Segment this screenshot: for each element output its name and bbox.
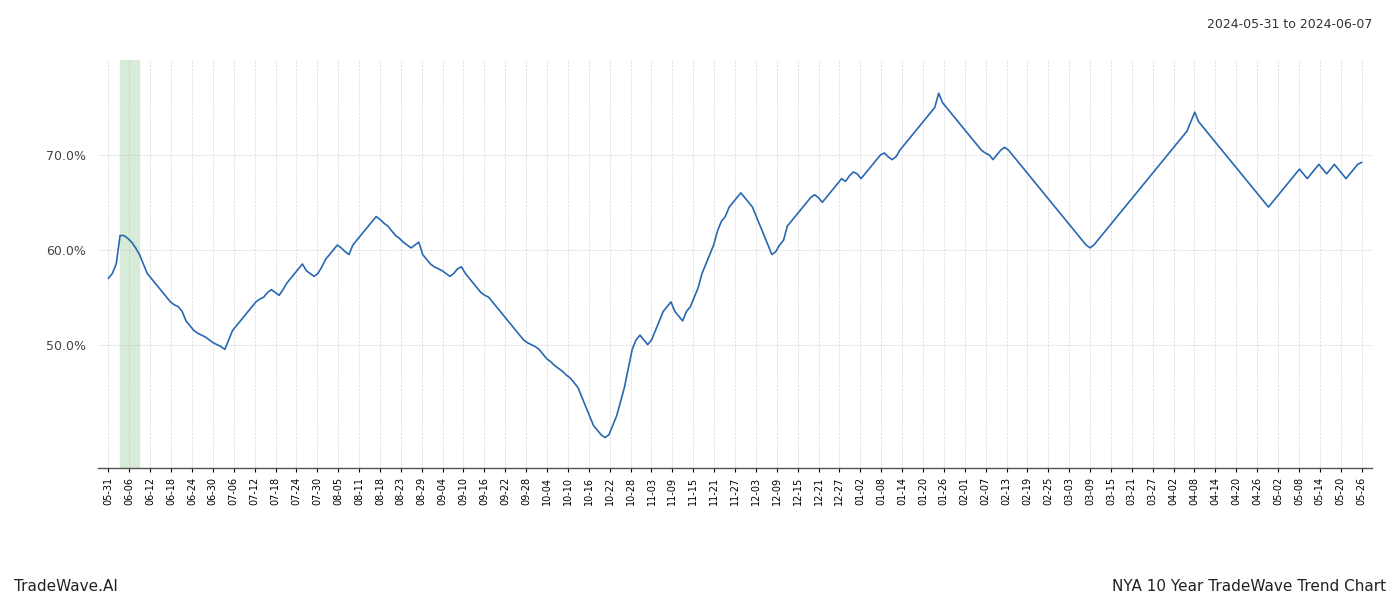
Text: TradeWave.AI: TradeWave.AI	[14, 579, 118, 594]
Bar	[120, 60, 139, 468]
Text: 2024-05-31 to 2024-06-07: 2024-05-31 to 2024-06-07	[1207, 18, 1372, 31]
Text: NYA 10 Year TradeWave Trend Chart: NYA 10 Year TradeWave Trend Chart	[1112, 579, 1386, 594]
